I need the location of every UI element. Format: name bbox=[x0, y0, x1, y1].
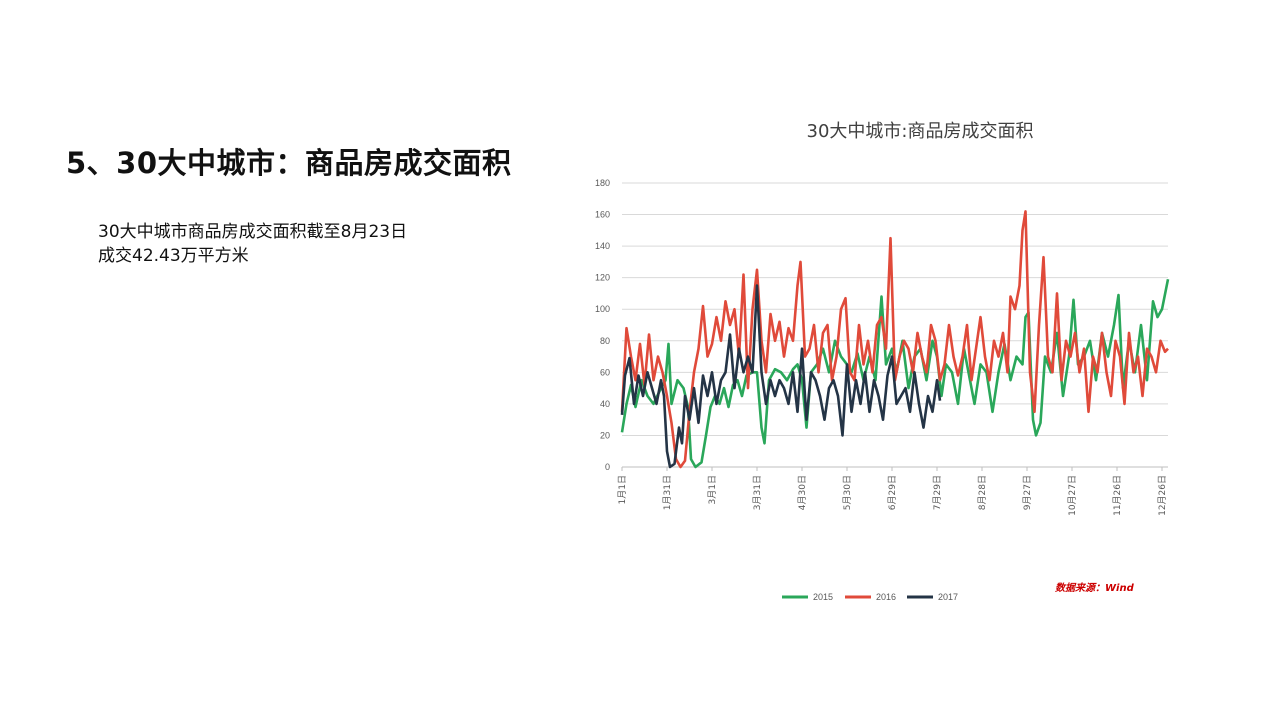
summary-note: 30大中城市商品房成交面积截至8月23日 成交42.43万平方米 bbox=[98, 220, 498, 268]
x-tick-label: 9月27日 bbox=[1022, 475, 1033, 510]
chart-title: 30大中城市:商品房成交面积 bbox=[806, 121, 1034, 142]
y-tick-label: 40 bbox=[600, 399, 610, 409]
x-tick-label: 1月1日 bbox=[617, 475, 628, 504]
x-tick-label: 10月27日 bbox=[1067, 475, 1078, 516]
legend-label-2015: 2015 bbox=[813, 592, 833, 602]
x-tick-label: 1月31日 bbox=[662, 475, 673, 510]
y-tick-label: 100 bbox=[595, 304, 610, 314]
data-source: 数据来源：Wind bbox=[1055, 583, 1134, 594]
y-tick-label: 120 bbox=[595, 273, 610, 283]
summary-line-2: 成交42.43万平方米 bbox=[98, 246, 249, 266]
legend-label-2017: 2017 bbox=[938, 592, 958, 602]
y-tick-label: 160 bbox=[595, 210, 610, 220]
summary-line-1: 30大中城市商品房成交面积截至8月23日 bbox=[98, 222, 408, 242]
x-tick-label: 7月29日 bbox=[932, 475, 943, 510]
slide-title: 5、30大中城市：商品房成交面积 bbox=[66, 146, 512, 180]
series-lines bbox=[620, 210, 1170, 469]
x-tick-label: 5月30日 bbox=[842, 475, 853, 510]
series-line-2015 bbox=[620, 278, 1170, 469]
legend: 2015 2016 2017 bbox=[782, 592, 958, 602]
x-tick-label: 6月29日 bbox=[887, 475, 898, 510]
x-tick-label: 12月26日 bbox=[1157, 475, 1168, 516]
y-tick-label: 140 bbox=[595, 241, 610, 251]
y-tick-label: 0 bbox=[605, 462, 610, 472]
y-tick-label: 20 bbox=[600, 430, 610, 440]
series-line-2016 bbox=[620, 210, 1169, 469]
x-tick-label: 4月30日 bbox=[797, 475, 808, 510]
y-tick-labels: 0 20 40 60 80 100 120 140 160 180 bbox=[595, 178, 610, 472]
y-tick-label: 60 bbox=[600, 367, 610, 377]
y-tick-label: 180 bbox=[595, 178, 610, 188]
legend-label-2016: 2016 bbox=[876, 592, 896, 602]
x-tick-label: 3月31日 bbox=[752, 475, 763, 510]
x-tick-label: 11月26日 bbox=[1112, 475, 1123, 516]
y-tick-label: 80 bbox=[600, 336, 610, 346]
x-tick-label: 8月28日 bbox=[977, 475, 988, 510]
x-tick-label: 3月1日 bbox=[707, 475, 718, 504]
x-axis: 1月1日 1月31日 3月1日 3月31日 4月30日 5月30日 6月29日 7月29日 8月… bbox=[617, 466, 1168, 516]
series-line-2017 bbox=[620, 284, 942, 469]
